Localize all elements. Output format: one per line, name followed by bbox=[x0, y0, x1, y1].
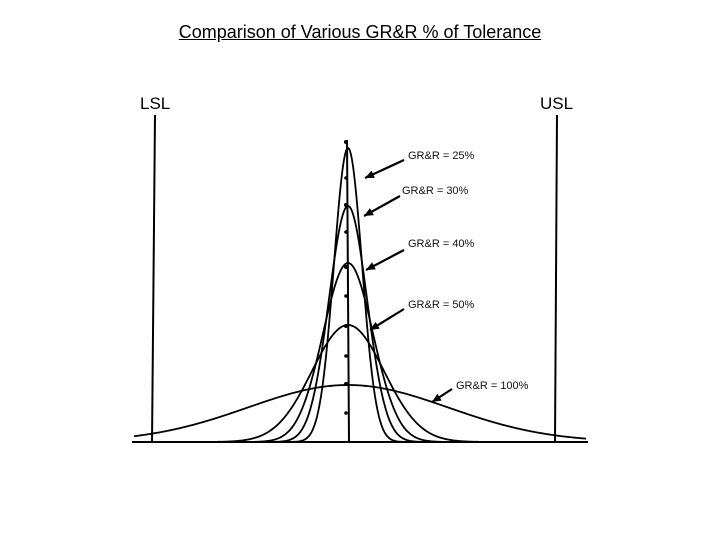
page-title: Comparison of Various GR&R % of Toleranc… bbox=[178, 22, 542, 42]
arrow-grr-25 bbox=[364, 159, 405, 179]
label-grr-100: GR&R = 100% bbox=[456, 380, 529, 392]
label-grr-25: GR&R = 25% bbox=[408, 150, 475, 162]
center-line bbox=[346, 139, 350, 444]
curve-grr-100 bbox=[133, 384, 587, 440]
curve-grr-25 bbox=[134, 146, 586, 443]
curve-grr-50 bbox=[134, 324, 586, 443]
arrow-grr-50 bbox=[369, 308, 405, 331]
arrow-grr-40 bbox=[365, 249, 405, 271]
usl-line bbox=[554, 114, 558, 444]
arrow-grr-30 bbox=[363, 195, 401, 217]
curve-grr-40 bbox=[134, 262, 586, 443]
arrow-grr-100 bbox=[431, 388, 453, 403]
usl-label: USL bbox=[540, 94, 574, 113]
label-grr-30: GR&R = 30% bbox=[402, 185, 469, 197]
label-grr-50: GR&R = 50% bbox=[408, 299, 475, 311]
label-grr-40: GR&R = 40% bbox=[408, 238, 475, 250]
lsl-label: LSL bbox=[140, 94, 171, 113]
lsl-line bbox=[151, 114, 156, 444]
